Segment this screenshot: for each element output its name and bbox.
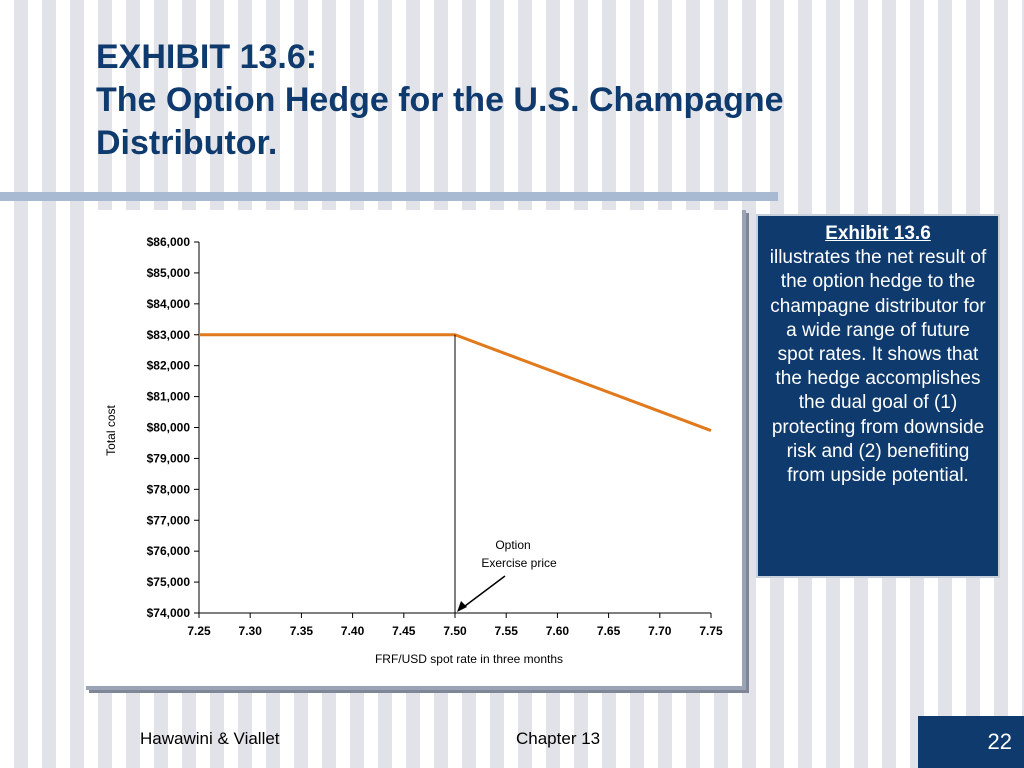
x-tick-label: 7.70 <box>648 624 672 638</box>
footer-chapter: Chapter 13 <box>516 729 601 748</box>
y-tick-label: $78,000 <box>147 482 191 496</box>
x-tick-label: 7.40 <box>341 624 365 638</box>
x-tick-label: 7.25 <box>187 624 211 638</box>
y-tick-label: $74,000 <box>147 606 191 620</box>
y-tick-label: $75,000 <box>147 575 191 589</box>
note-body: illustrates the net result of the option… <box>769 247 987 487</box>
y-tick-label: $77,000 <box>147 513 191 527</box>
y-tick-label: $84,000 <box>147 297 191 311</box>
x-tick-label: 7.75 <box>699 624 723 638</box>
exhibit-note-box: Exhibit 13.6 illustrates the net result … <box>756 214 1000 578</box>
x-tick-label: 7.35 <box>290 624 314 638</box>
page-number: 22 <box>918 716 1024 768</box>
x-tick-label: 7.60 <box>546 624 570 638</box>
x-tick-label: 7.50 <box>443 624 467 638</box>
note-heading: Exhibit 13.6 <box>825 223 931 244</box>
chart-panel: $74,000 $75,000 $76,000 $77,000 $78,000 $79,0… <box>86 210 746 690</box>
y-tick-label: $86,000 <box>147 235 191 249</box>
y-tick-label: $81,000 <box>147 390 191 404</box>
y-tick-label: $82,000 <box>147 359 191 373</box>
footer-author: Hawawini & Viallet <box>140 729 280 748</box>
x-tick-label: 7.45 <box>392 624 416 638</box>
annotation-line-2: Exercise price <box>481 556 557 570</box>
annotation-arrow-head <box>457 601 467 612</box>
y-tick-label: $76,000 <box>147 544 191 558</box>
x-tick-label: 7.55 <box>495 624 519 638</box>
annotation-arrow-line <box>460 575 506 610</box>
annotation-line-1: Option <box>495 538 530 552</box>
y-tick-label: $79,000 <box>147 451 191 465</box>
y-tick-label: $83,000 <box>147 328 191 342</box>
y-tick-label: $85,000 <box>147 266 191 280</box>
option-hedge-chart: $74,000 $75,000 $76,000 $77,000 $78,000 $79,0… <box>104 235 723 666</box>
chart-ticks: $74,000 $75,000 $76,000 $77,000 $78,000 $79,0… <box>147 235 723 638</box>
x-tick-label: 7.30 <box>239 624 263 638</box>
chart-annotation: Option Exercise price <box>454 334 557 613</box>
slide-title: EXHIBIT 13.6: The Option Hedge for the U… <box>96 36 956 165</box>
x-tick-label: 7.65 <box>597 624 621 638</box>
title-line-2: The Option Hedge for the U.S. Champagne … <box>96 81 784 162</box>
y-axis-label: Total cost <box>104 404 118 455</box>
x-axis-label: FRF/USD spot rate in three months <box>375 652 563 666</box>
title-line-1: EXHIBIT 13.6: <box>96 38 318 76</box>
title-divider <box>0 192 778 201</box>
y-tick-label: $80,000 <box>147 421 191 435</box>
